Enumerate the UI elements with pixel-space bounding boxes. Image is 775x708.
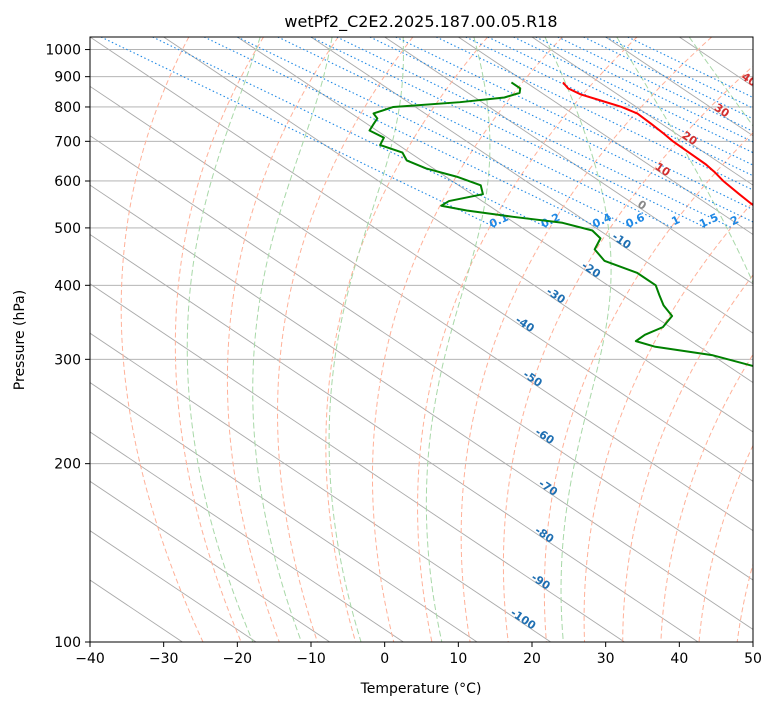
- isotherm-lines: [90, 37, 753, 642]
- dry-adiabat-line: [226, 37, 339, 642]
- x-tick-label: 20: [523, 651, 541, 667]
- x-tick-label: 10: [449, 651, 467, 667]
- y-tick-label: 400: [54, 278, 81, 294]
- isotherm-line: [90, 233, 699, 642]
- mixing-ratio-line: [487, 37, 753, 166]
- y-tick-label: 900: [54, 70, 81, 86]
- x-tick-label: 0: [380, 651, 389, 667]
- isotherm-line: [90, 37, 753, 482]
- mixing-ratio-line: [369, 37, 753, 223]
- x-tick-label: 30: [597, 651, 615, 667]
- moist-adiabat-line: [328, 37, 404, 642]
- dry-adiabat-line: [277, 37, 414, 642]
- dry-adiabat-lines: [120, 37, 753, 642]
- isotherm-line: [90, 184, 753, 630]
- mixing-ratio-line: [237, 37, 633, 229]
- x-tick-label: −10: [296, 651, 326, 667]
- mixing-ratio-lines: [100, 37, 753, 229]
- mixing-ratio-line: [152, 37, 549, 229]
- y-tick-label: 800: [54, 100, 81, 116]
- moist-adiabat-line: [252, 37, 333, 642]
- dry-adiabat-line: [417, 37, 638, 642]
- isotherm-line: [90, 431, 404, 642]
- isotherm-line: [458, 37, 753, 236]
- mixing-ratio-line: [395, 37, 753, 211]
- dry-adiabat-line: [371, 37, 563, 642]
- temperature-profile-line: [562, 81, 753, 207]
- profile-series: [368, 81, 753, 368]
- y-tick-label: 600: [54, 174, 81, 190]
- dry-adiabat-line: [543, 132, 753, 642]
- x-tick-label: −40: [75, 651, 105, 667]
- moist-adiabat-line: [425, 37, 491, 642]
- isotherm-line: [531, 37, 753, 186]
- mixing-ratio-line: [513, 37, 753, 154]
- x-tick-label: −20: [223, 651, 253, 667]
- mixing-ratio-line: [336, 37, 733, 229]
- y-tick-label: 500: [54, 221, 81, 237]
- isotherm-line: [90, 332, 551, 642]
- mixing-ratio-line: [310, 37, 707, 229]
- y-tick-label: 300: [54, 352, 81, 368]
- moist-adiabat-line: [544, 37, 612, 642]
- dry-adiabat-line: [174, 37, 264, 642]
- isotherm-line: [90, 135, 753, 581]
- mixing-ratio-line: [627, 37, 753, 99]
- y-tick-label: 700: [54, 134, 81, 150]
- isotherm-line: [90, 283, 625, 642]
- chart-title: wetPf2_C2E2.2025.187.00.05.R18: [284, 12, 557, 32]
- isotherm-line: [90, 382, 478, 642]
- moist-adiabat-line: [186, 37, 261, 642]
- y-tick-label: 200: [54, 457, 81, 473]
- y-axis-ticks: 100 200 300 400 500 600 700 800 900 1000: [45, 43, 90, 651]
- isotherm-line: [310, 37, 753, 334]
- isotherm-line: [90, 85, 753, 532]
- isotherm-line: [90, 530, 257, 642]
- mixing-ratio-line: [535, 37, 753, 143]
- plot-frame: [89, 36, 754, 643]
- dewpoint-profile-line: [368, 81, 753, 368]
- mixing-ratio-line: [557, 37, 753, 132]
- dry-adiabat-line: [460, 37, 713, 642]
- x-axis-ticks: −40 −30 −20 −10 0 10 20 30 40 50: [75, 642, 762, 667]
- isotherm-line: [384, 37, 753, 285]
- mixing-ratio-line: [100, 37, 497, 229]
- dry-adiabat-line: [120, 37, 204, 642]
- moist-adiabat-line: [616, 37, 753, 285]
- mixing-ratio-line: [465, 37, 753, 177]
- mixing-ratio-line: [605, 37, 753, 109]
- mixing-ratio-line: [203, 37, 600, 229]
- y-tick-label: 100: [54, 635, 81, 651]
- dry-adiabat-line: [502, 65, 753, 642]
- x-tick-label: 50: [744, 651, 762, 667]
- x-tick-label: 40: [670, 651, 688, 667]
- x-axis-label: Temperature (°C): [360, 681, 482, 697]
- mixing-ratio-line: [583, 37, 753, 120]
- y-axis-label: Pressure (hPa): [12, 290, 28, 390]
- moist-adiabat-lines: [186, 37, 753, 642]
- mixing-ratio-line: [435, 37, 753, 191]
- mixing-ratio-line: [277, 37, 674, 229]
- isotherm-line: [237, 37, 753, 384]
- y-tick-label: 1000: [45, 43, 81, 59]
- dry-adiabat-line: [660, 353, 753, 642]
- isotherm-line: [163, 37, 753, 433]
- isotherm-line: [90, 480, 330, 642]
- x-tick-label: −30: [149, 651, 179, 667]
